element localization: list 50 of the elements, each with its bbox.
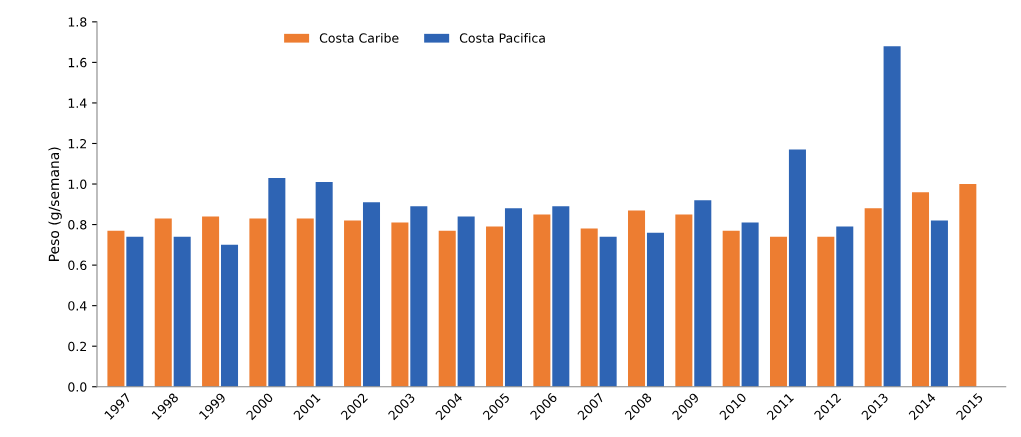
bar bbox=[296, 218, 314, 387]
bar bbox=[486, 226, 504, 387]
bar bbox=[911, 192, 930, 387]
bar bbox=[788, 149, 806, 387]
bar bbox=[628, 210, 646, 387]
y-tick-label: 0.0 bbox=[68, 382, 87, 392]
bar bbox=[220, 244, 239, 387]
legend-label: Costa Pacifica bbox=[459, 33, 545, 43]
y-tick-label: 1.6 bbox=[68, 57, 87, 68]
bar bbox=[580, 228, 598, 387]
bar bbox=[646, 232, 664, 387]
y-tick-label: 0.2 bbox=[68, 341, 87, 352]
bar bbox=[268, 177, 286, 387]
bar bbox=[107, 230, 125, 387]
bar bbox=[126, 236, 144, 387]
bar bbox=[344, 220, 362, 387]
bar bbox=[249, 218, 267, 387]
bar bbox=[769, 236, 788, 387]
bar bbox=[533, 214, 551, 387]
y-axis-title: Peso (g/semana) bbox=[48, 147, 62, 261]
bar bbox=[362, 202, 381, 387]
bar bbox=[504, 208, 522, 387]
bar bbox=[202, 216, 220, 387]
bar bbox=[959, 184, 977, 387]
y-tick-label: 1.8 bbox=[68, 17, 87, 27]
bar bbox=[741, 222, 759, 387]
bar bbox=[883, 46, 901, 387]
bar bbox=[864, 208, 882, 387]
bar bbox=[154, 218, 172, 387]
bar bbox=[457, 216, 475, 387]
bar bbox=[722, 230, 740, 387]
bar bbox=[694, 200, 712, 387]
y-tick-label: 1.2 bbox=[68, 138, 87, 149]
bar bbox=[599, 236, 617, 387]
bar bbox=[438, 230, 456, 387]
y-tick-label: 1.0 bbox=[68, 179, 87, 189]
legend-label: Costa Caribe bbox=[319, 33, 399, 43]
bar bbox=[410, 206, 428, 387]
bar bbox=[173, 236, 191, 387]
y-tick-label: 0.4 bbox=[68, 301, 87, 311]
bar bbox=[836, 226, 854, 387]
bar bbox=[315, 182, 333, 387]
bar bbox=[817, 236, 835, 387]
bar bbox=[675, 214, 693, 387]
y-tick-label: 0.8 bbox=[68, 220, 87, 230]
y-tick-label: 1.4 bbox=[68, 98, 87, 108]
bar bbox=[552, 206, 570, 387]
bar bbox=[391, 222, 409, 387]
bar bbox=[930, 220, 948, 387]
y-tick-label: 0.6 bbox=[68, 260, 87, 271]
